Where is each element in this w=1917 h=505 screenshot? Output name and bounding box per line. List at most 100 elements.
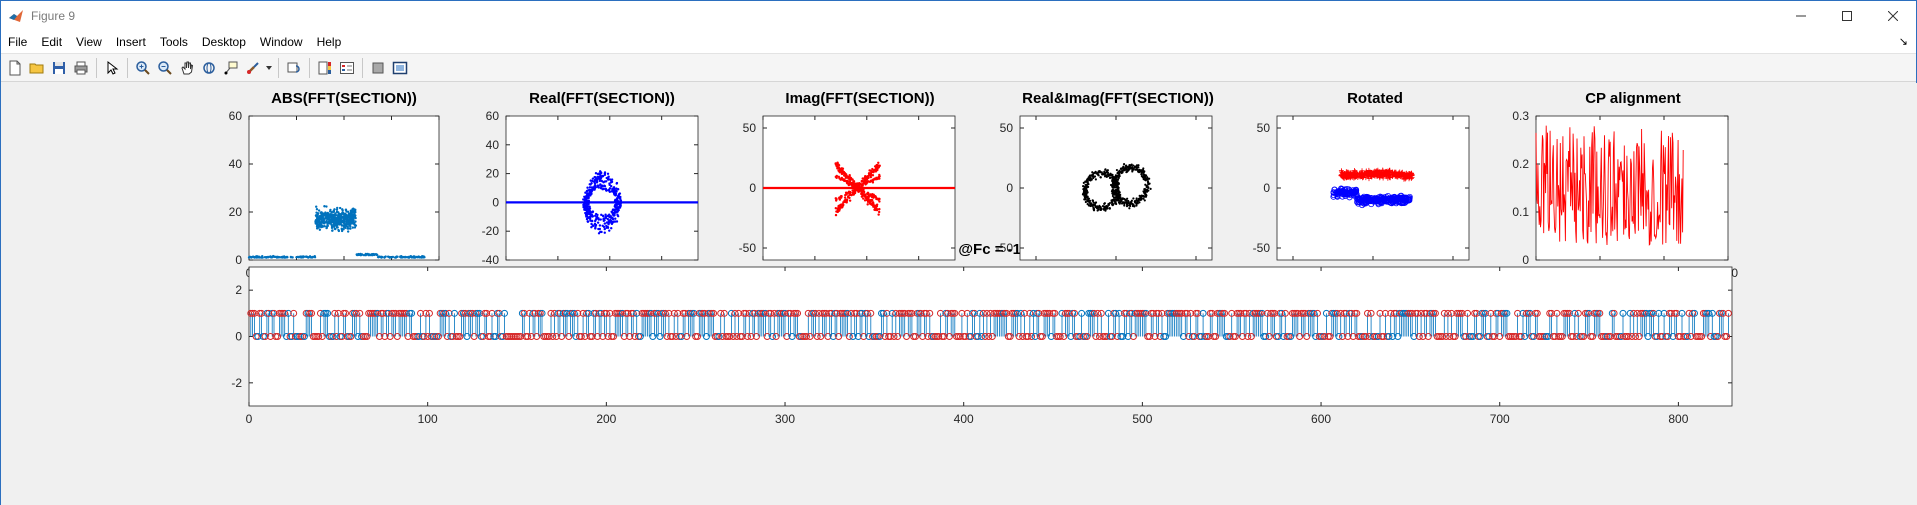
- save-figure-button[interactable]: [48, 57, 70, 79]
- y-tick-label: 0: [492, 195, 499, 209]
- data-point: [593, 176, 597, 179]
- data-point: [1117, 201, 1121, 204]
- show-plot-tools-icon: [392, 61, 408, 74]
- stem-marker: [1533, 309, 1541, 317]
- stem-marker: [1414, 309, 1422, 317]
- menu-help[interactable]: Help: [316, 35, 342, 49]
- brush-dropdown-button[interactable]: [264, 57, 274, 79]
- insert-legend-button[interactable]: [336, 57, 358, 79]
- data-point: [1128, 207, 1131, 210]
- stem-marker: [802, 333, 810, 340]
- data-point: [588, 208, 591, 212]
- data-point: [593, 222, 597, 226]
- data-point: [348, 213, 352, 216]
- data-point: [1137, 170, 1140, 173]
- data-point: [1148, 177, 1151, 180]
- stem-marker: [1310, 309, 1318, 317]
- stem-marker: [520, 309, 528, 317]
- stem-marker: [420, 333, 428, 340]
- stem-marker: [315, 333, 323, 340]
- stem-marker: [499, 333, 507, 340]
- pan-button[interactable]: [176, 57, 198, 79]
- data-point: [339, 223, 343, 226]
- stem-marker: [283, 333, 291, 340]
- stem-marker: [917, 309, 925, 317]
- stem-marker: [1231, 333, 1239, 340]
- print-figure-button[interactable]: [70, 57, 92, 79]
- menu-edit[interactable]: Edit: [41, 35, 63, 49]
- open-file-button[interactable]: [26, 57, 48, 79]
- rotate-3d-button[interactable]: [198, 57, 220, 79]
- data-point: [1133, 200, 1136, 203]
- data-point: [1113, 193, 1117, 196]
- data-point: [586, 212, 589, 215]
- close-button[interactable]: [1870, 1, 1916, 31]
- maximize-button[interactable]: [1824, 1, 1870, 31]
- stem-marker: [1444, 309, 1452, 317]
- menu-tools[interactable]: Tools: [159, 35, 188, 49]
- stem-marker: [1112, 309, 1120, 317]
- data-point: [872, 169, 875, 172]
- stem-marker: [450, 309, 458, 317]
- data-point: [354, 220, 357, 223]
- data-point: [843, 196, 847, 199]
- data-point: [598, 176, 601, 179]
- brush-button[interactable]: [242, 57, 264, 79]
- stem-marker: [1571, 309, 1579, 317]
- show-plot-tools-button[interactable]: [389, 57, 411, 79]
- menu-file[interactable]: File: [8, 35, 28, 49]
- menu-view[interactable]: View: [76, 35, 102, 49]
- data-point: [852, 180, 855, 183]
- stem-marker: [1097, 309, 1105, 317]
- data-point: [876, 168, 879, 172]
- stem-marker: [1038, 333, 1046, 340]
- menu-desktop[interactable]: Desktop: [201, 35, 246, 49]
- stem-marker: [258, 309, 266, 317]
- data-point: [1123, 202, 1126, 205]
- data-point: [611, 217, 615, 221]
- stem-marker: [1381, 309, 1389, 317]
- menu-window[interactable]: Window: [259, 35, 303, 49]
- hide-plot-tools-button[interactable]: [367, 57, 389, 79]
- data-point: [604, 216, 607, 219]
- stem-marker: [531, 309, 539, 317]
- data-point: [610, 227, 613, 230]
- data-point: [316, 218, 319, 221]
- stem-marker: [1574, 309, 1582, 317]
- y-tick-label: 50: [743, 121, 757, 135]
- stem-marker: [926, 309, 934, 317]
- stem-marker: [1708, 309, 1716, 317]
- stem-marker: [1512, 333, 1520, 340]
- y-tick-label: 40: [486, 138, 500, 152]
- data-point: [1126, 197, 1129, 200]
- menu-insert[interactable]: Insert: [115, 35, 146, 49]
- stem-marker: [858, 309, 866, 317]
- data-cursor-button[interactable]: [220, 57, 242, 79]
- data-point: [866, 199, 870, 202]
- minimize-button[interactable]: [1778, 1, 1824, 31]
- new-figure-button[interactable]: [4, 57, 26, 79]
- x-tick-label: 300: [775, 412, 795, 426]
- data-point: [595, 181, 599, 184]
- insert-colorbar-button[interactable]: [314, 57, 336, 79]
- y-tick-label: 0.3: [1512, 109, 1529, 123]
- data-point: [413, 255, 417, 259]
- data-point: [834, 163, 838, 166]
- data-point: [591, 224, 594, 227]
- y-tick-label: 0: [235, 330, 242, 344]
- zoom-out-button[interactable]: [154, 57, 176, 79]
- zoom-in-button[interactable]: [132, 57, 154, 79]
- data-point: [325, 215, 329, 219]
- data-point: [1085, 189, 1089, 192]
- data-point: [618, 203, 621, 206]
- link-plot-button[interactable]: [283, 57, 305, 79]
- dock-figure-icon[interactable]: ↘: [1898, 36, 1908, 48]
- data-point: [860, 195, 864, 198]
- stem-marker: [316, 309, 324, 317]
- data-point: [1138, 197, 1142, 200]
- stem-marker: [1312, 333, 1320, 340]
- stem-marker: [1326, 333, 1334, 340]
- data-point: [869, 202, 872, 205]
- edit-plot-button[interactable]: [101, 57, 123, 79]
